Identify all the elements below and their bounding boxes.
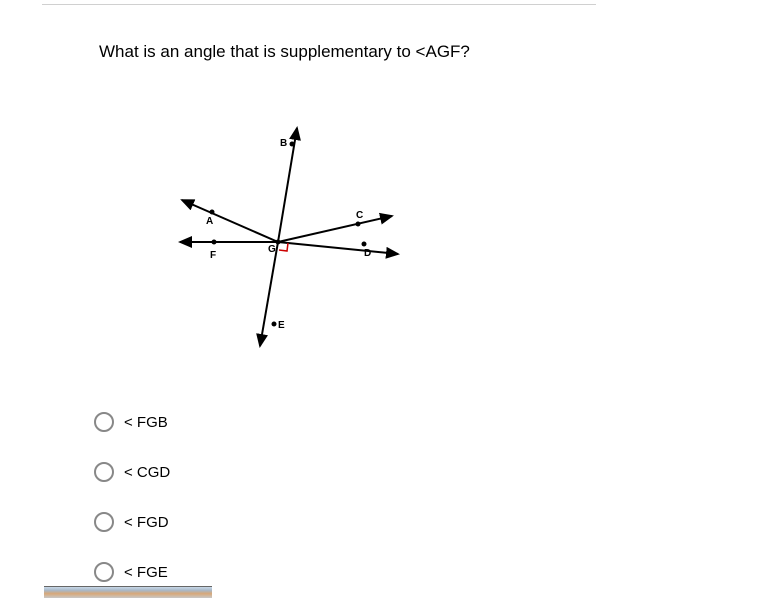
- point-label-e: E: [278, 320, 285, 331]
- point-label-d: D: [364, 248, 371, 259]
- option-label: < FGB: [124, 414, 168, 431]
- radio-icon[interactable]: [94, 462, 114, 482]
- radio-icon[interactable]: [94, 562, 114, 582]
- option-label: < FGD: [124, 514, 169, 531]
- point-label-c: C: [356, 210, 363, 221]
- point-label-g: G: [268, 244, 276, 255]
- point-label-f: F: [210, 250, 216, 261]
- point-label-b: B: [280, 138, 287, 149]
- option-label: < FGE: [124, 564, 168, 581]
- option-fgd[interactable]: < FGD: [94, 512, 169, 532]
- option-fge[interactable]: < FGE: [94, 562, 168, 582]
- bottom-decoration: [44, 586, 212, 598]
- point-label-a: A: [206, 216, 213, 227]
- radio-icon[interactable]: [94, 512, 114, 532]
- option-cgd[interactable]: < CGD: [94, 462, 170, 482]
- option-label: < CGD: [124, 464, 170, 481]
- top-divider: [42, 4, 596, 5]
- radio-icon[interactable]: [94, 412, 114, 432]
- question-text: What is an angle that is supplementary t…: [99, 42, 470, 62]
- option-fgb[interactable]: < FGB: [94, 412, 168, 432]
- geometry-diagram: A B C D E F G: [170, 120, 410, 350]
